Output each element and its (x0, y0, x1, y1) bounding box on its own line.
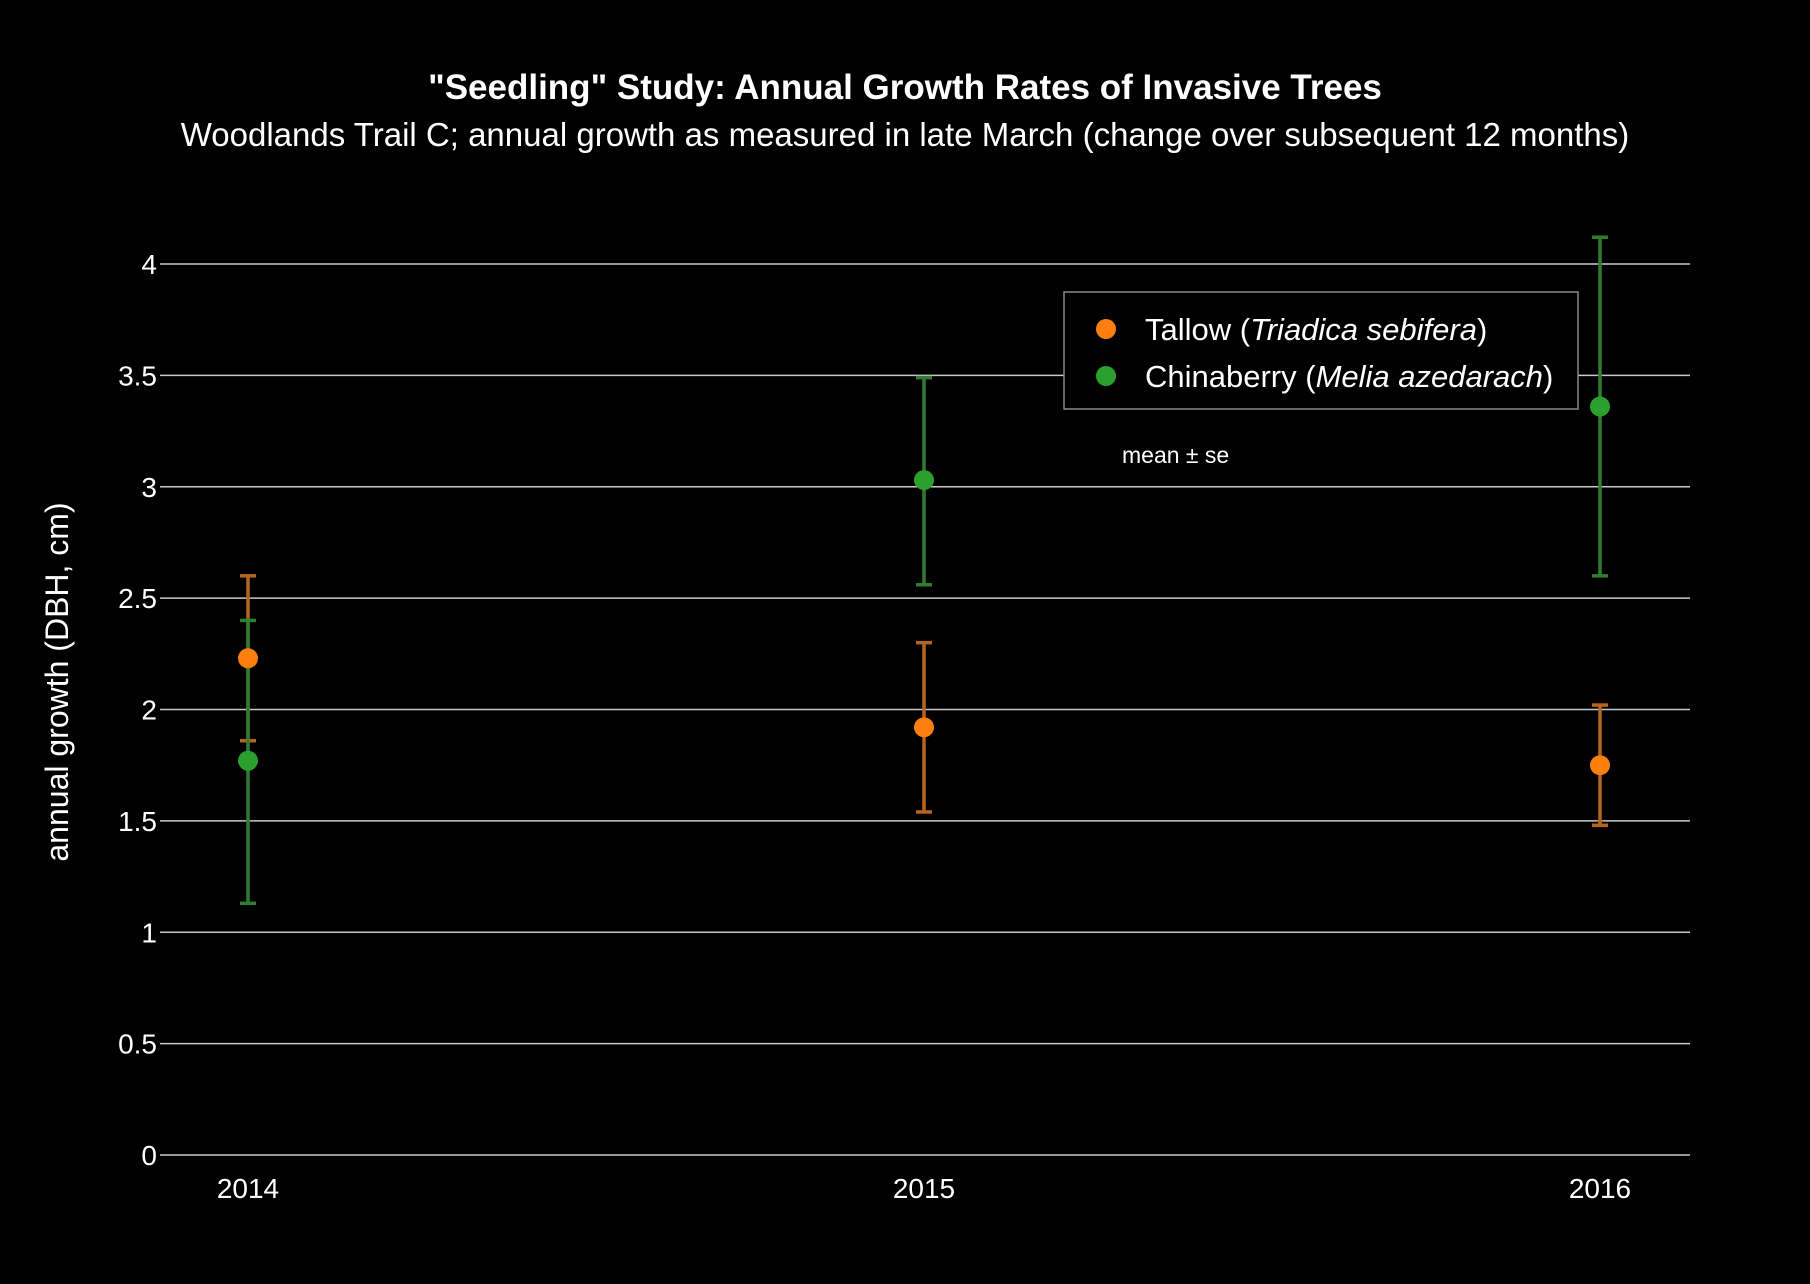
legend-items: Tallow (Triadica sebifera) Chinaberry (Me… (1096, 312, 1553, 394)
chart-subtitle: Woodlands Trail C; annual growth as meas… (181, 116, 1630, 153)
legend-item-1[interactable]: Chinaberry (Melia azedarach) (1096, 359, 1553, 394)
legend-marker-0 (1096, 319, 1116, 339)
data-point-series1-2015[interactable] (914, 470, 934, 491)
axis-layer: 0 0.5 1 1.5 2 2.5 3 3.5 4 2014 2015 2016 (118, 249, 1631, 1204)
data-point-series1-2014[interactable] (238, 750, 258, 771)
legend-marker-1 (1096, 366, 1116, 386)
legend-label-1: Chinaberry (Melia azedarach) (1145, 359, 1553, 394)
chart-title: "Seedling" Study: Annual Growth Rates of… (428, 68, 1382, 107)
y-tick-label-8: 4 (141, 249, 157, 280)
x-tick-label-2015: 2015 (893, 1173, 955, 1204)
y-tick-label-3: 1.5 (118, 806, 157, 837)
x-tick-label-2014: 2014 (217, 1173, 279, 1204)
y-tick-label-6: 3 (141, 472, 157, 503)
annotation-mean-se: mean ± se (1122, 442, 1229, 468)
y-tick-label-7: 3.5 (118, 360, 157, 391)
x-tick-label-2016: 2016 (1569, 1173, 1631, 1204)
y-axis-title: annual growth (DBH, cm) (39, 502, 75, 861)
data-point-series0-2015[interactable] (914, 717, 934, 738)
y-tick-label-1: 0.5 (118, 1029, 157, 1060)
y-tick-label-4: 2 (141, 695, 157, 726)
legend-item-0[interactable]: Tallow (Triadica sebifera) (1096, 312, 1487, 347)
point-layer (238, 396, 1610, 776)
y-tick-label-0: 0 (141, 1140, 157, 1171)
data-point-series0-2014[interactable] (238, 648, 258, 669)
y-tick-label-5: 2.5 (118, 583, 157, 614)
data-point-series1-2016[interactable] (1590, 396, 1610, 417)
legend-box (1063, 291, 1579, 410)
legend-label-0: Tallow (Triadica sebifera) (1145, 312, 1487, 347)
y-tick-label-2: 1 (141, 917, 157, 948)
data-point-series0-2016[interactable] (1590, 755, 1610, 776)
legend[interactable]: Tallow (Triadica sebifera) Chinaberry (Me… (1063, 291, 1579, 410)
